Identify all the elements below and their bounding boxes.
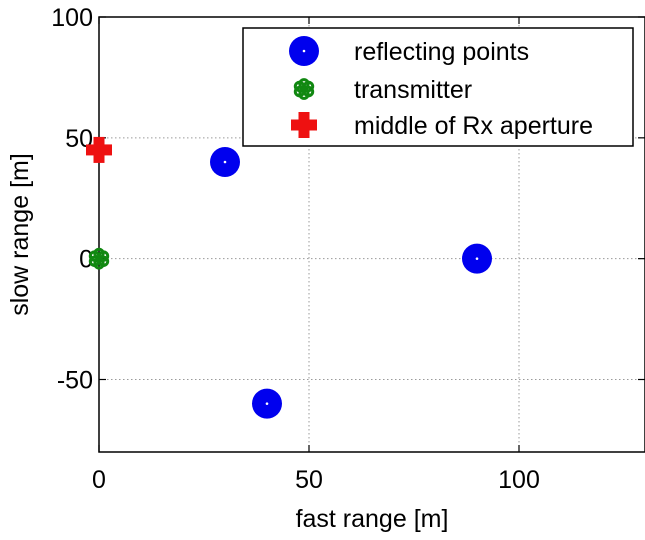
data-point-filled-circle-with-white-dot-0: [210, 147, 240, 177]
x-tick-label: 0: [92, 466, 106, 494]
x-tick-label: 100: [498, 466, 540, 494]
data-point-plus-0: [86, 136, 112, 163]
legend-label: transmitter: [354, 76, 472, 104]
legend-label: middle of Rx aperture: [354, 112, 593, 140]
y-tick-label: -50: [57, 367, 93, 395]
points-layer: [86, 136, 492, 419]
y-tick-label: 0: [79, 246, 93, 274]
data-point-flower-star-0: [88, 247, 110, 270]
legend-marker-plus: [291, 112, 317, 138]
legend-label: reflecting points: [354, 38, 529, 66]
x-axis-label: fast range [m]: [296, 505, 449, 533]
data-point-filled-circle-with-white-dot-2: [252, 388, 282, 419]
data-point-filled-circle-with-white-dot-1: [462, 243, 492, 274]
plot-frame: [98, 16, 645, 453]
legend: reflecting points transmitter middle of Rx…: [242, 27, 634, 147]
legend-marker-flower-star: [293, 78, 315, 100]
legend-marker-filled-circle-with-white-dot: [289, 36, 319, 66]
y-tick-label: 100: [51, 4, 93, 32]
x-tick-label: 50: [295, 466, 323, 494]
y-axis-label: slow range [m]: [6, 153, 34, 316]
